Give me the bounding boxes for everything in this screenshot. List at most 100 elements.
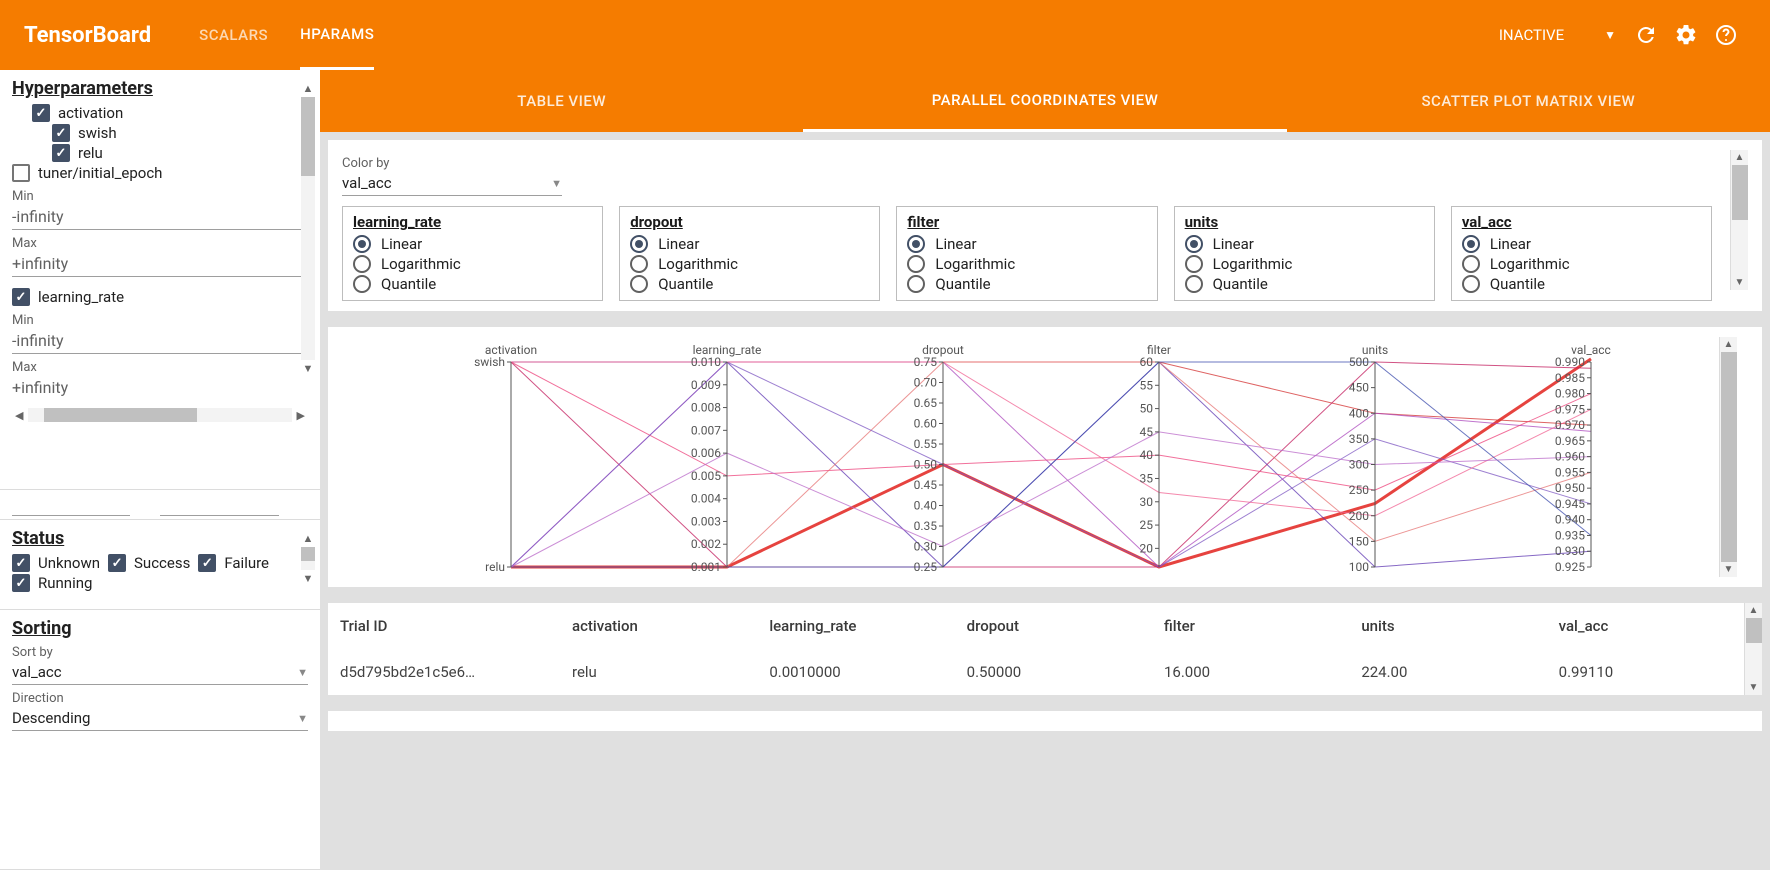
radio-quantile[interactable]: Quantile <box>1462 274 1701 294</box>
chart-scrollbar[interactable]: ▲▼ <box>1719 337 1737 577</box>
trunc-input-a[interactable] <box>12 490 130 516</box>
tab-scatter-view[interactable]: SCATTER PLOT MATRIX VIEW <box>1287 70 1770 132</box>
radio-label: Logarithmic <box>935 255 1015 273</box>
sortby-value: val_acc <box>12 663 62 681</box>
svg-text:60: 60 <box>1140 355 1154 369</box>
svg-text:40: 40 <box>1140 448 1154 462</box>
col-header[interactable]: learning_rate <box>757 603 954 649</box>
cb-label: relu <box>78 144 103 162</box>
cb-activation[interactable] <box>32 104 50 122</box>
radio-logarithmic[interactable]: Logarithmic <box>907 254 1146 274</box>
status-title: Status <box>12 528 308 549</box>
radio-quantile[interactable]: Quantile <box>1185 274 1424 294</box>
radio-label: Quantile <box>935 275 990 293</box>
refresh-icon[interactable] <box>1626 15 1666 55</box>
radio-logarithmic[interactable]: Logarithmic <box>630 254 869 274</box>
svg-text:250: 250 <box>1349 483 1369 497</box>
radio-icon <box>1185 235 1203 253</box>
radio-quantile[interactable]: Quantile <box>353 274 592 294</box>
tab-parallel-view[interactable]: PARALLEL COORDINATES VIEW <box>803 70 1286 132</box>
settings-icon[interactable] <box>1666 15 1706 55</box>
parallel-chart[interactable]: activationswishrelulearning_rate0.0010.0… <box>328 327 1762 587</box>
state-label: INACTIVE <box>1499 26 1564 44</box>
cb-failure[interactable] <box>198 554 216 572</box>
svg-text:0.955: 0.955 <box>1555 465 1585 479</box>
col-header[interactable]: filter <box>1152 603 1349 649</box>
radio-linear[interactable]: Linear <box>353 234 592 254</box>
radio-linear[interactable]: Linear <box>1462 234 1701 254</box>
cb-success[interactable] <box>108 554 126 572</box>
svg-text:relu: relu <box>485 560 505 574</box>
cb-learning-rate[interactable] <box>12 288 30 306</box>
axis-title: learning_rate <box>353 213 592 231</box>
cb-unknown[interactable] <box>12 554 30 572</box>
panel-scrollbar[interactable]: ▲▼ <box>300 82 316 375</box>
cb-relu[interactable] <box>52 144 70 162</box>
direction-select[interactable]: Descending▼ <box>12 706 308 731</box>
axis-card-learning_rate: learning_rate LinearLogarithmicQuantile <box>342 206 603 301</box>
panel-scrollbar[interactable]: ▲▼ <box>300 532 316 585</box>
svg-text:400: 400 <box>1349 406 1369 420</box>
max-label2: Max <box>12 360 308 375</box>
svg-text:0.950: 0.950 <box>1555 481 1585 495</box>
max-input[interactable] <box>12 251 308 277</box>
dropdown-arrow-icon: ▼ <box>1604 28 1616 42</box>
radio-logarithmic[interactable]: Logarithmic <box>353 254 592 274</box>
radio-linear[interactable]: Linear <box>907 234 1146 254</box>
h-scrollbar[interactable]: ◀▶ <box>12 406 308 424</box>
radio-icon <box>630 235 648 253</box>
cell: 0.50000 <box>955 649 1152 695</box>
tab-hparams[interactable]: HPARAMS <box>300 0 374 70</box>
radio-linear[interactable]: Linear <box>630 234 869 254</box>
svg-text:0.990: 0.990 <box>1555 355 1585 369</box>
status-panel: Status Unknown Success Failure Running ▲… <box>0 520 320 610</box>
radio-linear[interactable]: Linear <box>1185 234 1424 254</box>
content-area: TABLE VIEW PARALLEL COORDINATES VIEW SCA… <box>320 70 1770 870</box>
cell: 0.0010000 <box>757 649 954 695</box>
cb-tuner-epoch[interactable] <box>12 164 30 182</box>
max-label: Max <box>12 236 308 251</box>
footer-spacer <box>328 711 1762 731</box>
axis-card-units: unitsLinearLogarithmicQuantile <box>1174 206 1435 301</box>
svg-text:0.935: 0.935 <box>1555 528 1585 542</box>
radio-icon <box>907 255 925 273</box>
radio-logarithmic[interactable]: Logarithmic <box>1185 254 1424 274</box>
svg-text:0.975: 0.975 <box>1555 402 1585 416</box>
radio-icon <box>907 235 925 253</box>
colorby-select[interactable]: val_acc▼ <box>342 171 562 196</box>
col-header[interactable]: activation <box>560 603 757 649</box>
radio-icon <box>1462 255 1480 273</box>
table-scrollbar[interactable]: ▲▼ <box>1744 603 1762 695</box>
svg-text:450: 450 <box>1349 381 1369 395</box>
col-header[interactable]: Trial ID <box>328 603 560 649</box>
radio-icon <box>1462 275 1480 293</box>
table-row[interactable]: d5d795bd2e1c5e6…relu0.00100000.5000016.0… <box>328 649 1744 695</box>
svg-text:0.002: 0.002 <box>691 537 721 551</box>
radio-quantile[interactable]: Quantile <box>907 274 1146 294</box>
svg-text:0.35: 0.35 <box>914 519 938 533</box>
tab-table-view[interactable]: TABLE VIEW <box>320 70 803 132</box>
svg-text:0.70: 0.70 <box>914 376 938 390</box>
radio-icon <box>1185 255 1203 273</box>
axis-card-filter: filterLinearLogarithmicQuantile <box>896 206 1157 301</box>
tab-scalars[interactable]: SCALARS <box>199 0 268 70</box>
cb-swish[interactable] <box>52 124 70 142</box>
brand-title: TensorBoard <box>24 23 151 48</box>
config-scrollbar[interactable]: ▲▼ <box>1730 150 1748 290</box>
help-icon[interactable] <box>1706 15 1746 55</box>
radio-label: Logarithmic <box>1490 255 1570 273</box>
trunc-input-b[interactable] <box>160 490 278 516</box>
sortby-select[interactable]: val_acc▼ <box>12 660 308 685</box>
max-input2[interactable] <box>12 375 308 400</box>
min-input[interactable] <box>12 204 308 230</box>
cb-running[interactable] <box>12 574 30 592</box>
radio-logarithmic[interactable]: Logarithmic <box>1462 254 1701 274</box>
min-input2[interactable] <box>12 328 308 354</box>
col-header[interactable]: val_acc <box>1547 603 1744 649</box>
col-header[interactable]: units <box>1349 603 1546 649</box>
axis-title: dropout <box>630 213 869 231</box>
radio-quantile[interactable]: Quantile <box>630 274 869 294</box>
radio-label: Linear <box>1490 235 1531 253</box>
state-dropdown[interactable]: INACTIVE ▼ <box>1499 26 1616 44</box>
col-header[interactable]: dropout <box>955 603 1152 649</box>
